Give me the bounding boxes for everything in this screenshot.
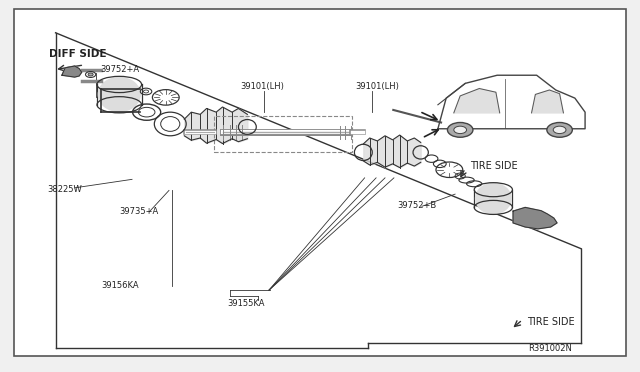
Text: 39752+B: 39752+B [397,201,437,210]
Circle shape [447,122,473,137]
Text: 39101(LH): 39101(LH) [355,82,399,91]
Polygon shape [438,75,585,129]
FancyBboxPatch shape [14,9,626,356]
Circle shape [547,122,572,137]
Circle shape [454,126,467,134]
Circle shape [88,73,93,76]
Circle shape [553,126,566,134]
Text: TIRE SIDE: TIRE SIDE [470,161,517,171]
Text: TIRE SIDE: TIRE SIDE [527,317,575,327]
Ellipse shape [475,183,512,214]
Polygon shape [532,90,563,113]
Polygon shape [454,89,500,113]
Ellipse shape [98,77,141,112]
Text: 38225W: 38225W [47,185,82,193]
Text: 39752+A: 39752+A [100,65,140,74]
Polygon shape [513,208,557,229]
Text: 39101(LH): 39101(LH) [241,82,284,91]
Text: 39156KA: 39156KA [101,280,139,289]
Text: DIFF SIDE: DIFF SIDE [49,49,107,59]
Text: 39735+A: 39735+A [119,207,159,216]
Text: R391002N: R391002N [528,344,572,353]
Polygon shape [62,66,82,77]
Text: 39155KA: 39155KA [228,299,265,308]
